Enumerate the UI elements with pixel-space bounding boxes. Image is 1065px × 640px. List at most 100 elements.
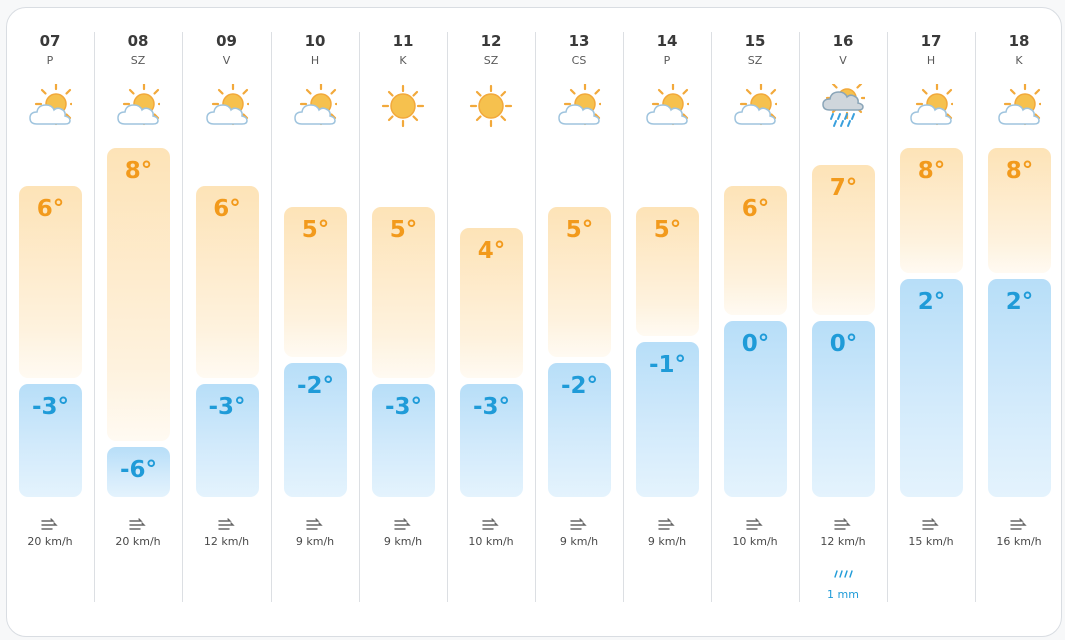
high-temp: 5°: [389, 217, 418, 243]
wind-icon: [482, 518, 499, 530]
high-temp-bar: 7°: [812, 165, 875, 315]
low-temp: -3°: [384, 394, 423, 420]
day-number: 11: [392, 32, 414, 50]
day-column[interactable]: 09 V 6° -3° 12 km/h: [182, 32, 271, 602]
column-divider: [535, 32, 536, 602]
wind-icon: [1010, 518, 1027, 530]
column-divider: [799, 32, 800, 602]
day-of-week: H: [310, 54, 320, 67]
wind-speed: 9 km/h: [559, 535, 599, 548]
column-divider: [711, 32, 712, 602]
high-temp: 6°: [213, 196, 241, 222]
day-of-week: V: [222, 54, 231, 67]
wind-icon: [570, 518, 587, 530]
precipitation-amount: 1 mm: [827, 588, 859, 601]
partly-cloudy-icon: [117, 84, 160, 126]
day-of-week: SZ: [747, 54, 763, 67]
precipitation-icon: [834, 570, 853, 578]
day-number: 17: [920, 32, 942, 50]
low-temp: 0°: [741, 331, 770, 357]
sun-icon: [469, 84, 513, 128]
column-divider: [887, 32, 888, 602]
day-column[interactable]: 16 V 7° 0° 12 km/h 1 mm: [799, 32, 887, 602]
day-column[interactable]: 18 K 8° 2° 16 km/h: [975, 32, 1063, 602]
high-temp-bar: 5°: [548, 207, 611, 357]
day-of-week: P: [46, 54, 54, 67]
day-of-week: K: [1015, 54, 1023, 67]
day-column[interactable]: 12 SZ 4° -3° 10 km/h: [447, 32, 535, 602]
wind-speed: 16 km/h: [996, 535, 1042, 548]
low-temp-bar: -3°: [195, 384, 259, 497]
day-of-week: P: [663, 54, 671, 67]
partly-cloudy-icon: [558, 84, 601, 126]
high-temp: 4°: [477, 238, 506, 264]
low-temp-bar: -2°: [284, 363, 347, 497]
column-divider: [94, 32, 95, 602]
wind-speed: 15 km/h: [908, 535, 954, 548]
wind-speed: 10 km/h: [732, 535, 778, 548]
high-temp-bar: 5°: [284, 207, 347, 357]
low-temp: -3°: [472, 394, 511, 420]
low-temp-bar: 2°: [988, 279, 1051, 497]
high-temp: 6°: [36, 196, 65, 222]
day-number: 10: [304, 32, 326, 50]
day-of-week: SZ: [483, 54, 499, 67]
low-temp-bar: -3°: [372, 384, 435, 497]
rain-cloud-icon: [822, 84, 865, 127]
high-temp-bar: 6°: [195, 186, 259, 378]
day-column[interactable]: 14 P 5° -1° 9 km/h: [623, 32, 711, 602]
day-column[interactable]: 17 H 8° 2° 15 km/h: [887, 32, 975, 602]
column-divider: [447, 32, 448, 602]
day-column[interactable]: 11 K 5° -3° 9 km/h: [359, 32, 447, 602]
day-of-week: V: [839, 54, 847, 67]
high-temp-bar: 5°: [636, 207, 699, 336]
low-temp: -3°: [208, 394, 246, 420]
day-of-week: K: [399, 54, 407, 67]
wind-speed: 10 km/h: [468, 535, 514, 548]
day-number: 08: [127, 32, 149, 50]
low-temp-bar: -1°: [636, 342, 699, 497]
low-temp-bar: 0°: [724, 321, 787, 497]
column-divider: [623, 32, 624, 602]
low-temp-bar: -3°: [19, 384, 82, 497]
wind-icon: [746, 518, 763, 530]
day-column[interactable]: 15 SZ 6° 0° 10 km/h: [711, 32, 799, 602]
day-column[interactable]: 08 SZ 8° -6° 20 km/h: [94, 32, 182, 602]
wind-speed: 12 km/h: [203, 535, 250, 548]
low-temp-bar: 0°: [812, 321, 875, 497]
wind-icon: [129, 518, 146, 530]
wind-icon: [658, 518, 675, 530]
high-temp-bar: 6°: [724, 186, 787, 315]
low-temp: -2°: [560, 373, 599, 399]
high-temp: 8°: [917, 158, 946, 184]
partly-cloudy-icon: [998, 84, 1041, 126]
high-temp: 8°: [124, 158, 153, 184]
column-divider: [975, 32, 976, 602]
sun-icon: [381, 84, 425, 128]
day-column[interactable]: 07 P 6° -3° 20 km/h: [6, 32, 94, 602]
high-temp: 5°: [301, 217, 330, 243]
low-temp-bar: -3°: [460, 384, 523, 497]
day-number: 14: [656, 32, 678, 50]
high-temp-bar: 6°: [19, 186, 82, 378]
day-number: 12: [480, 32, 502, 50]
low-temp: -1°: [648, 352, 687, 378]
wind-speed: 20 km/h: [115, 535, 161, 548]
column-divider: [271, 32, 272, 602]
high-temp-bar: 5°: [372, 207, 435, 378]
low-temp: 0°: [829, 331, 858, 357]
low-temp: -2°: [296, 373, 335, 399]
high-temp-bar: 8°: [988, 148, 1051, 273]
column-divider: [359, 32, 360, 602]
wind-icon: [41, 518, 58, 530]
day-column[interactable]: 13 CS 5° -2° 9 km/h: [535, 32, 623, 602]
partly-cloudy-icon: [910, 84, 953, 126]
low-temp-bar: -6°: [107, 447, 170, 497]
wind-icon: [306, 518, 323, 530]
high-temp: 6°: [741, 196, 770, 222]
day-column[interactable]: 10 H 5° -2° 9 km/h: [271, 32, 359, 602]
day-of-week: CS: [571, 54, 587, 67]
wind-icon: [217, 518, 235, 530]
wind-speed: 9 km/h: [647, 535, 687, 548]
high-temp-bar: 4°: [460, 228, 523, 378]
